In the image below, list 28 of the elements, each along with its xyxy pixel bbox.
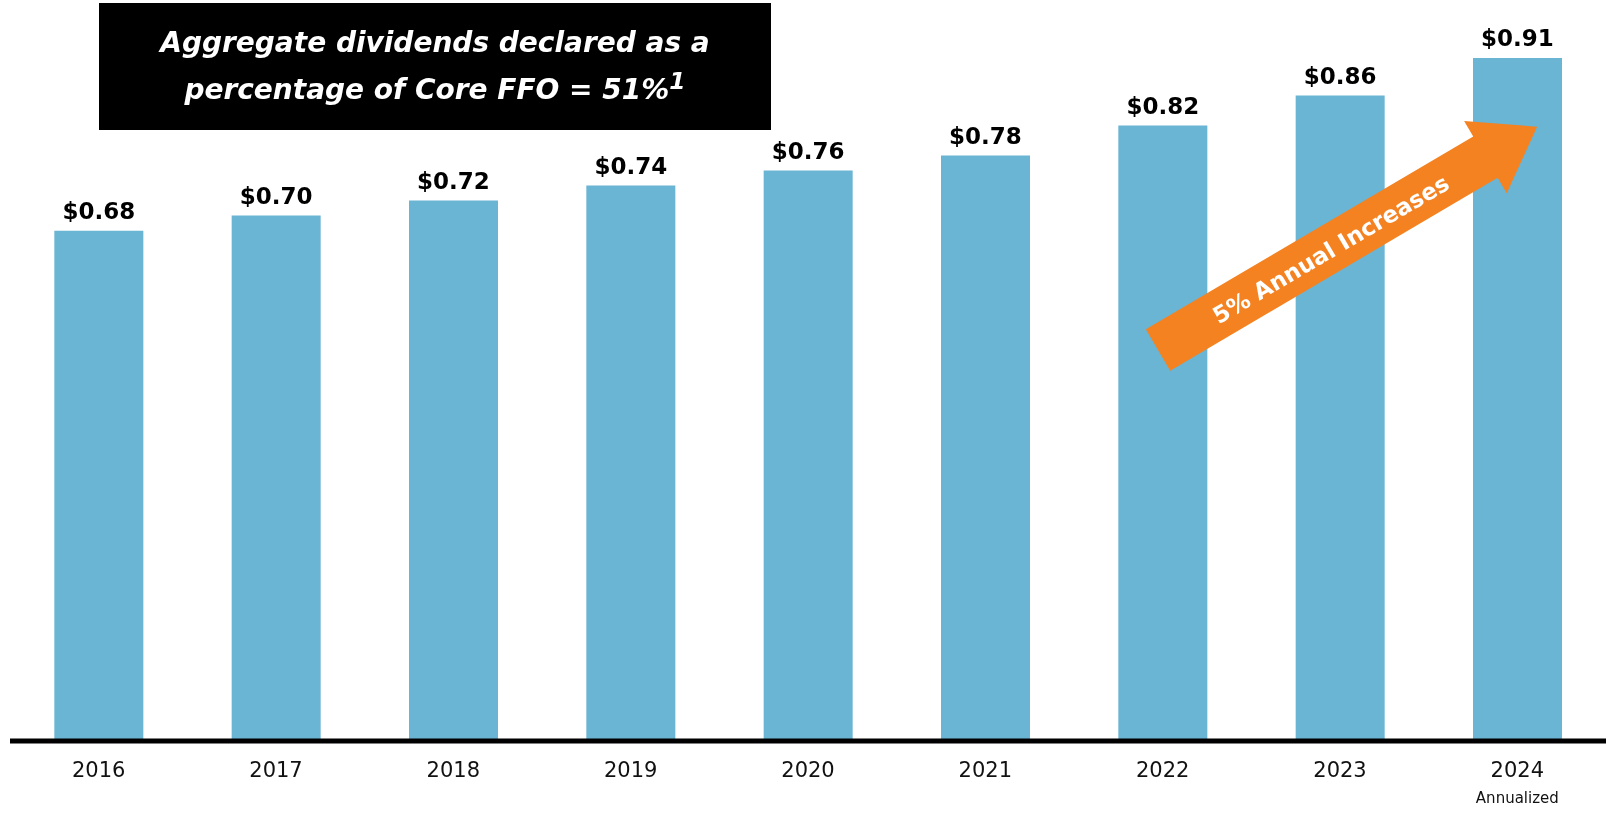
bar xyxy=(1118,125,1208,741)
x-tick-label: 2018 xyxy=(426,758,481,782)
x-tick-label: 2017 xyxy=(249,758,303,782)
x-tick-label: 2019 xyxy=(603,758,658,782)
data-label: $0.68 xyxy=(62,197,136,224)
x-tick-label: 2024 xyxy=(1490,758,1545,782)
text: Annualized xyxy=(1475,789,1559,807)
data-label: $0.86 xyxy=(1303,62,1377,89)
data-label: $0.82 xyxy=(1126,92,1200,119)
x-tick-label: 2021 xyxy=(958,758,1013,782)
x-tick-label: 2022 xyxy=(1135,758,1190,782)
x-tick-label: 2023 xyxy=(1313,758,1367,782)
bar xyxy=(409,200,498,741)
bar xyxy=(231,215,321,741)
x-tick-label: 2016 xyxy=(71,758,126,782)
data-label: $0.91 xyxy=(1481,25,1554,51)
bar xyxy=(54,230,144,741)
data-label: $0.72 xyxy=(417,167,490,194)
data-label: $0.74 xyxy=(594,152,668,179)
bar xyxy=(763,170,853,741)
bar xyxy=(941,155,1030,741)
bar xyxy=(586,185,676,741)
data-label: $0.76 xyxy=(771,137,845,164)
chart-title: Aggregate dividends declared as a percentage of Core FFO = 51%$^{1}$ xyxy=(157,24,711,109)
data-label: $0.78 xyxy=(949,122,1022,149)
x-tick-label: 2020 xyxy=(781,758,835,782)
data-label: $0.70 xyxy=(239,182,313,209)
bar xyxy=(1473,58,1562,741)
